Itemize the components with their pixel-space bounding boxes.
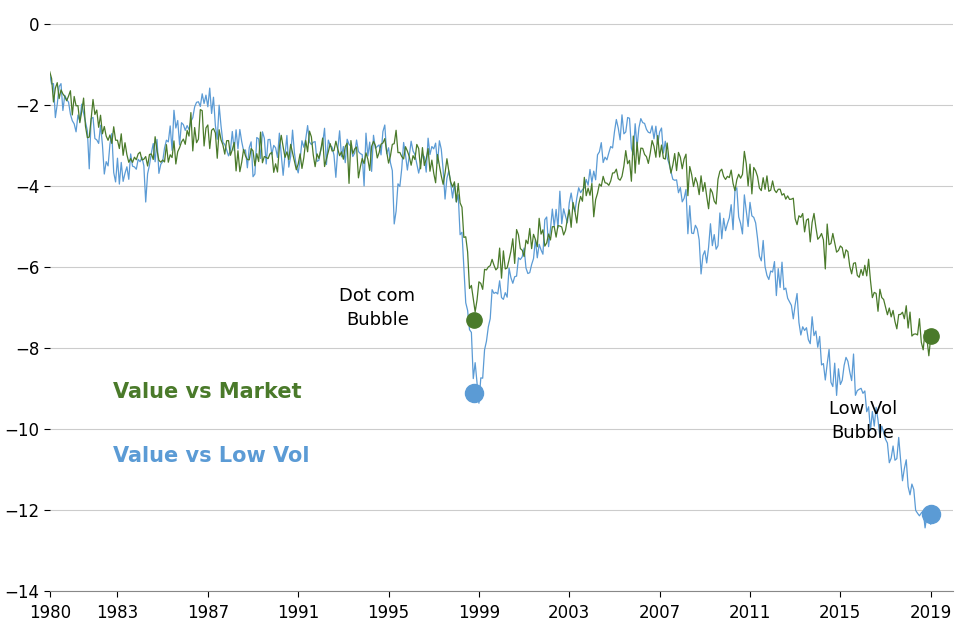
Text: Dot com
Bubble: Dot com Bubble bbox=[339, 287, 416, 329]
Text: Value vs Low Vol: Value vs Low Vol bbox=[113, 446, 309, 466]
Text: Low Vol
Bubble: Low Vol Bubble bbox=[828, 401, 897, 442]
Text: Value vs Market: Value vs Market bbox=[113, 382, 301, 402]
